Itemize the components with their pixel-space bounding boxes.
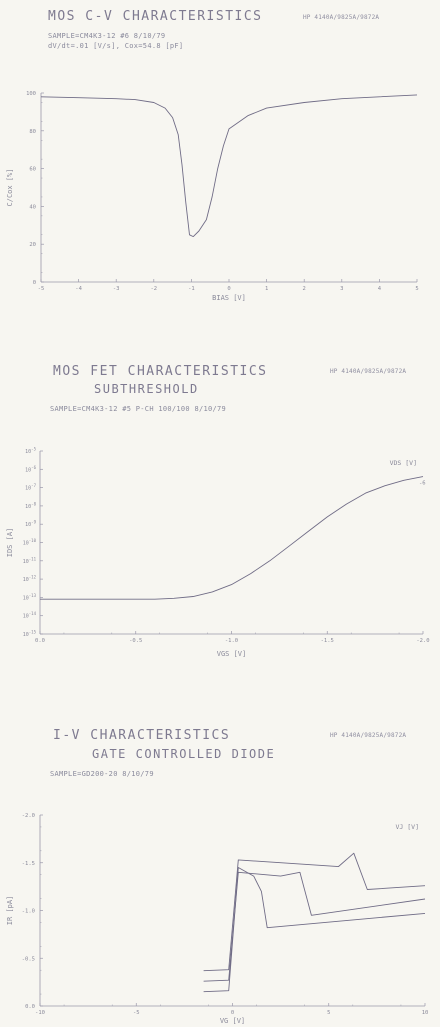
series-line [203, 871, 426, 982]
cv-sample-line: SAMPLE=CM4K3-12 #6 8/10/79 [48, 32, 166, 40]
y-axis-label: C/Cox [%] [6, 169, 14, 207]
diode-sample-line: SAMPLE=GD200-20 8/10/79 [50, 770, 154, 778]
fet-instrument-header: HP 4140A/9825A/9872A [330, 368, 407, 375]
y-tick-label: 10-10 [23, 538, 37, 547]
y-tick-label: 10-8 [25, 501, 36, 510]
cv-panel: MOS C-V CHARACTERISTICS HP 4140A/9825A/9… [0, 0, 440, 320]
x-tick-label: -5 [133, 1010, 140, 1016]
x-axis-label: VG [V] [220, 1017, 245, 1025]
cv-instrument-header: HP 4140A/9825A/9872A [303, 14, 380, 21]
y-tick-label: -0.5 [22, 956, 35, 962]
y-tick-label: 10-7 [25, 483, 36, 492]
y-tick-label: 10-12 [23, 575, 37, 584]
series-line [203, 852, 426, 972]
series-line [203, 867, 426, 993]
x-tick-label: -1.5 [321, 638, 334, 644]
x-tick-label: -1 [188, 286, 195, 292]
x-tick-label: 0 [231, 1010, 234, 1016]
y-tick-label: 10-15 [23, 630, 37, 639]
y-tick-label: 40 [29, 204, 36, 210]
x-tick-label: 4 [378, 286, 382, 292]
y-tick-label: -2.0 [22, 813, 35, 819]
x-tick-label: 5 [415, 286, 418, 292]
diode-instrument-header: HP 4140A/9825A/9872A [330, 732, 407, 739]
x-tick-label: 1 [265, 286, 268, 292]
y-tick-label: 10-11 [23, 556, 37, 565]
legend-title: VJ [V] [396, 823, 419, 831]
series-label: -6 [419, 481, 426, 487]
y-tick-label: -1.5 [22, 861, 35, 867]
y-tick-label: 10-5 [25, 447, 36, 456]
y-axis-label: IDS [A] [6, 528, 14, 558]
y-tick-label: 10-6 [25, 465, 36, 474]
y-axis-label: IR [pA] [6, 896, 14, 926]
x-tick-label: 0.0 [35, 638, 45, 644]
y-tick-label: 10-9 [25, 520, 36, 529]
x-tick-label: -2.0 [416, 638, 429, 644]
y-tick-label: 0.0 [25, 1004, 35, 1010]
x-tick-label: -0.5 [129, 638, 142, 644]
x-axis-label: VGS [V] [217, 650, 247, 658]
diode-title: I-V CHARACTERISTICS [53, 728, 231, 743]
y-tick-label: 80 [29, 129, 36, 135]
x-axis-label: BIAS [V] [212, 294, 246, 302]
series-line [40, 476, 424, 600]
fet-sample-line: SAMPLE=CM4K3-12 #5 P-CH 100/100 8/10/79 [50, 405, 227, 413]
y-tick-label: -1.0 [22, 909, 35, 915]
y-tick-label: 60 [29, 167, 36, 173]
cv-params-line: dV/dt=.01 [V/s], Cox=54.8 [pF] [48, 42, 184, 50]
x-tick-label: 3 [340, 286, 343, 292]
cv-title: MOS C-V CHARACTERISTICS [48, 9, 263, 24]
y-tick-label: 20 [29, 242, 36, 248]
x-tick-label: -10 [35, 1010, 45, 1016]
x-tick-label: 10 [422, 1010, 429, 1016]
fet-title: MOS FET CHARACTERISTICS [53, 364, 268, 379]
x-tick-label: -1.0 [225, 638, 238, 644]
x-tick-label: -4 [75, 286, 82, 292]
x-tick-label: 2 [303, 286, 306, 292]
y-tick-label: 10-14 [23, 611, 37, 620]
y-tick-label: 100 [26, 91, 36, 97]
y-tick-label: 0 [33, 280, 36, 286]
x-tick-label: 5 [327, 1010, 330, 1016]
diode-title-2: GATE CONTROLLED DIODE [92, 747, 276, 761]
y-tick-label: 10-13 [23, 593, 37, 602]
legend-title: VDS [V] [390, 459, 417, 467]
subthreshold-panel: MOS FET CHARACTERISTICS SUBTHRESHOLD HP … [6, 364, 430, 659]
cv-chart: -5 -4 -3 -2 -1 0 1 2 3 4 5 0 20 40 60 80 100 BIAS [V] C/Co… [6, 91, 419, 302]
fet-title-2: SUBTHRESHOLD [94, 382, 199, 396]
subthreshold-chart: 0.0 -0.5 -1.0 -1.5 -2.0 10-5 10-6 10-7 10-8 10-9 1… [6, 447, 430, 659]
x-tick-label: 0 [227, 286, 230, 292]
series-line [40, 94, 418, 238]
x-tick-label: -3 [113, 286, 120, 292]
x-tick-label: -5 [38, 286, 45, 292]
x-tick-label: -2 [150, 286, 157, 292]
